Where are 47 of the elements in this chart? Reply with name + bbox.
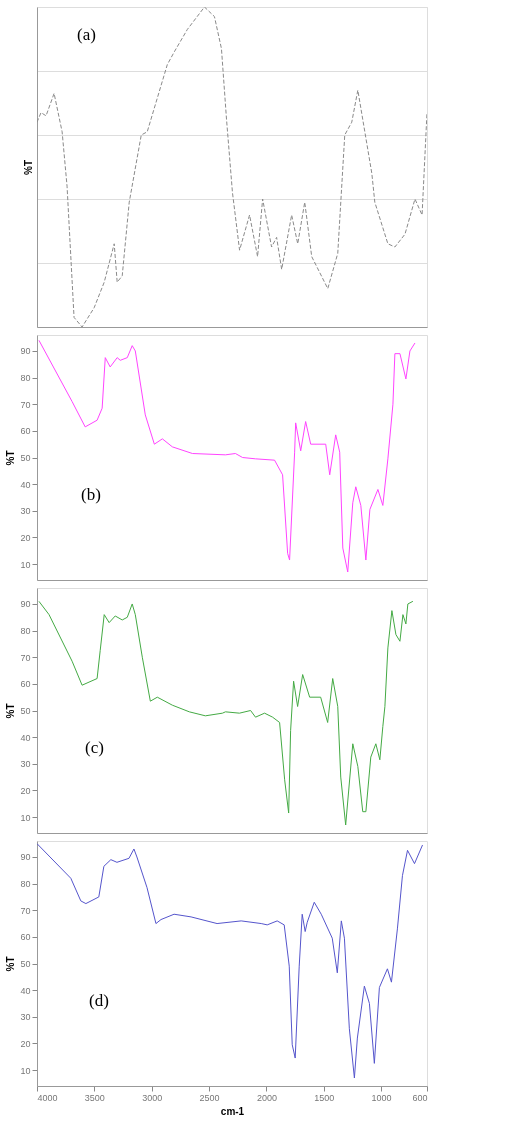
y-tick-label: 20 (20, 1038, 31, 1049)
y-tick-label: 90 (20, 599, 31, 610)
annotation: (d) (89, 990, 109, 1010)
y-tick-label: 90 (20, 346, 31, 357)
y-tick-label: 30 (20, 1012, 31, 1023)
x-tick-label: 1500 (314, 1092, 335, 1103)
y-tick-label: 80 (20, 626, 31, 637)
y-tick-label: 60 (20, 932, 31, 943)
x-tick-label: 1000 (371, 1092, 392, 1103)
y-tick-label: 70 (20, 399, 31, 410)
y-tick-label: 40 (20, 479, 31, 490)
x-tick-label: 2500 (199, 1092, 220, 1103)
y-axis-title: %T (5, 450, 17, 466)
y-tick-label: 90 (20, 852, 31, 863)
y-tick-label: 20 (20, 532, 31, 543)
line-series (38, 339, 416, 573)
x-tick-label: 600 (412, 1092, 428, 1103)
x-tick-label: 2000 (256, 1092, 277, 1103)
annotation: (a) (77, 25, 96, 44)
y-tick-label: 50 (20, 453, 31, 463)
x-tick-label: 3000 (142, 1092, 163, 1103)
y-axis-title: %T (5, 956, 17, 972)
y-tick-label: 20 (20, 785, 31, 796)
y-tick-label: 30 (20, 506, 31, 517)
y-axis-title: %T (5, 703, 17, 719)
y-tick-label: 50 (20, 959, 31, 969)
x-tick-label: 3500 (84, 1092, 105, 1103)
y-tick-label: 40 (20, 732, 31, 743)
y-tick-label: 60 (20, 426, 31, 437)
annotation: (c) (85, 737, 104, 757)
y-tick-label: 40 (20, 985, 31, 996)
y-tick-label: 50 (20, 706, 31, 716)
line-series (38, 600, 414, 826)
y-tick-label: 80 (20, 879, 31, 890)
y-tick-label: 70 (20, 905, 31, 916)
y-tick-label: 30 (20, 759, 31, 770)
y-tick-label: 80 (20, 373, 31, 384)
y-tick-label: 60 (20, 679, 31, 690)
y-tick-label: 10 (20, 1065, 31, 1076)
y-tick-label: 70 (20, 652, 31, 663)
x-tick-label: 4000 (37, 1092, 58, 1103)
annotation: (b) (81, 484, 101, 504)
y-tick-label: 10 (20, 812, 31, 823)
y-axis-title: %T (22, 160, 34, 175)
line-series (37, 843, 424, 1079)
y-tick-label: 10 (20, 559, 31, 570)
x-axis-title: cm-1 (220, 1105, 245, 1117)
